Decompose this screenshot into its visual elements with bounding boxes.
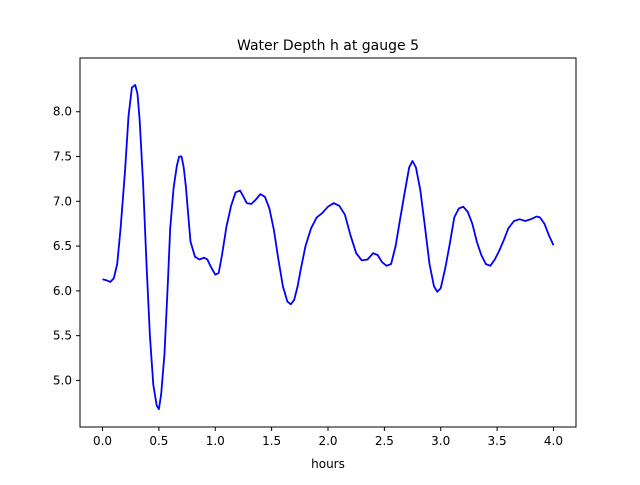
x-tick-label: 4.0 (544, 434, 563, 448)
y-tick-label: 5.5 (53, 329, 72, 343)
x-tick-label: 3.5 (488, 434, 507, 448)
plot-frame (79, 57, 577, 428)
y-tick-label: 6.5 (53, 239, 72, 253)
x-axis-label: hours (311, 457, 345, 471)
x-tick-label: 0.5 (149, 434, 168, 448)
chart-title: Water Depth h at gauge 5 (237, 38, 419, 54)
y-tick-label: 6.0 (53, 284, 72, 298)
y-tick-label: 7.5 (53, 150, 72, 164)
x-tick-label: 2.0 (318, 434, 337, 448)
series-line-0 (102, 84, 555, 411)
series-layer (102, 84, 555, 411)
x-tick-label: 3.0 (431, 434, 450, 448)
y-tick-label: 5.0 (53, 373, 72, 387)
x-tick-label: 1.5 (262, 434, 281, 448)
y-tick-label: 8.0 (53, 105, 72, 119)
x-axis-ticks: 0.0 0.5 1.0 1.5 2.0 2.5 3.0 3.5 4.0 (93, 427, 563, 448)
x-tick-label: 0.0 (93, 434, 112, 448)
x-tick-label: 1.0 (206, 434, 225, 448)
x-tick-label: 2.5 (375, 434, 394, 448)
y-axis-ticks: 5.0 5.5 6.0 6.5 7.0 7.5 8.0 (53, 105, 80, 387)
y-tick-label: 7.0 (53, 194, 72, 208)
